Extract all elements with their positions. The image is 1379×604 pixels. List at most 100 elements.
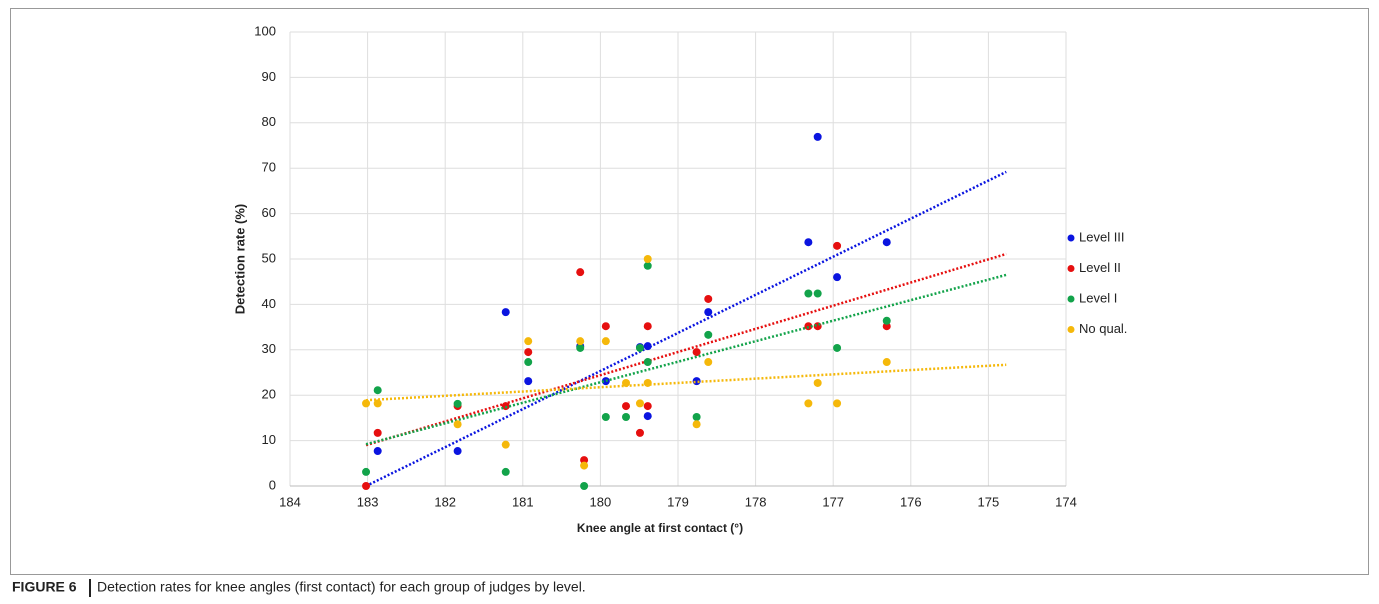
data-point [501,467,510,476]
data-point [453,399,462,408]
data-point [601,377,610,386]
y-tick-label: 0 [269,477,276,492]
x-tick-label: 182 [434,494,456,509]
data-point [804,399,813,408]
x-tick-label: 184 [279,494,301,509]
data-point [833,343,842,352]
data-point [813,378,822,387]
x-tick-label: 175 [978,494,1000,509]
y-tick-label: 90 [262,69,276,84]
data-point [643,261,652,270]
frame [10,8,1369,575]
data-point [813,132,822,141]
data-point [704,358,713,367]
data-point [362,467,371,476]
data-point [576,343,585,352]
legend-marker [1067,265,1075,272]
legend-label: No qual. [1079,321,1127,336]
data-point [635,399,644,408]
data-point [804,238,813,247]
data-point [643,342,652,351]
data-point [643,378,652,387]
data-point [601,412,610,421]
legend-label: Level III [1079,229,1125,244]
legend-marker [1067,295,1075,303]
data-point [373,386,382,395]
data-point [643,412,652,421]
data-point [882,316,891,325]
data-point [501,440,510,449]
data-point [622,412,631,421]
data-point [373,447,382,456]
y-tick-label: 50 [262,250,276,265]
data-point [453,447,462,456]
x-tick-label: 178 [745,494,767,509]
data-point [692,412,701,421]
data-point [882,238,891,247]
legend-label: Level I [1079,290,1117,305]
x-axis-label: Knee angle at first contact (°) [577,521,743,535]
legend-marker [1067,326,1075,333]
trend-line [365,170,1007,488]
trend-line [365,363,1007,402]
data-point [580,482,589,490]
data-point [692,348,701,357]
y-tick-label: 40 [262,296,276,311]
x-tick-label: 179 [667,494,689,509]
data-point [833,241,842,250]
data-point [704,330,713,339]
x-tick-label: 183 [357,494,379,509]
caption: Detection rates for knee angles (first c… [97,579,586,595]
caption-label: FIGURE 6 [12,579,77,595]
data-point [833,273,842,282]
y-tick-label: 80 [262,114,276,129]
data-point [643,402,652,411]
data-point [362,399,371,408]
data-point [882,358,891,367]
y-tick-label: 30 [262,341,276,356]
y-tick-label: 10 [262,432,276,447]
data-point [580,461,589,470]
y-tick-label: 70 [262,160,276,175]
y-tick-label: 100 [254,23,276,38]
x-tick-label: 181 [512,494,534,509]
x-tick-label: 180 [590,494,612,509]
data-point [373,399,382,408]
y-tick-label: 20 [262,387,276,402]
data-point [524,348,533,357]
data-point [692,420,701,429]
y-axis-label: Detection rate (%) [232,204,247,315]
data-point [643,255,652,263]
x-tick-label: 176 [900,494,922,509]
legend-marker [1067,234,1075,242]
data-point [635,343,644,352]
data-point [373,428,382,437]
trend-line [365,273,1007,446]
data-point [501,308,510,317]
data-point [704,294,713,303]
x-tick-label: 177 [822,494,844,509]
data-point [635,428,644,437]
data-point [833,399,842,408]
data-point [362,482,371,490]
data-point [813,289,822,298]
data-point [643,322,652,331]
data-point [643,358,652,367]
data-point [576,268,585,277]
data-point [524,337,533,346]
data-point [524,377,533,386]
data-point [601,322,610,331]
trend-line [365,252,1007,447]
x-tick-label: 174 [1055,494,1077,509]
data-point [622,402,631,411]
legend-label: Level II [1079,260,1121,275]
data-point [804,289,813,298]
data-point [704,308,713,317]
y-tick-label: 60 [262,205,276,220]
data-point [601,337,610,346]
data-point [524,358,533,367]
data-point [576,337,585,346]
data-point [622,378,631,387]
data-point [453,420,462,429]
